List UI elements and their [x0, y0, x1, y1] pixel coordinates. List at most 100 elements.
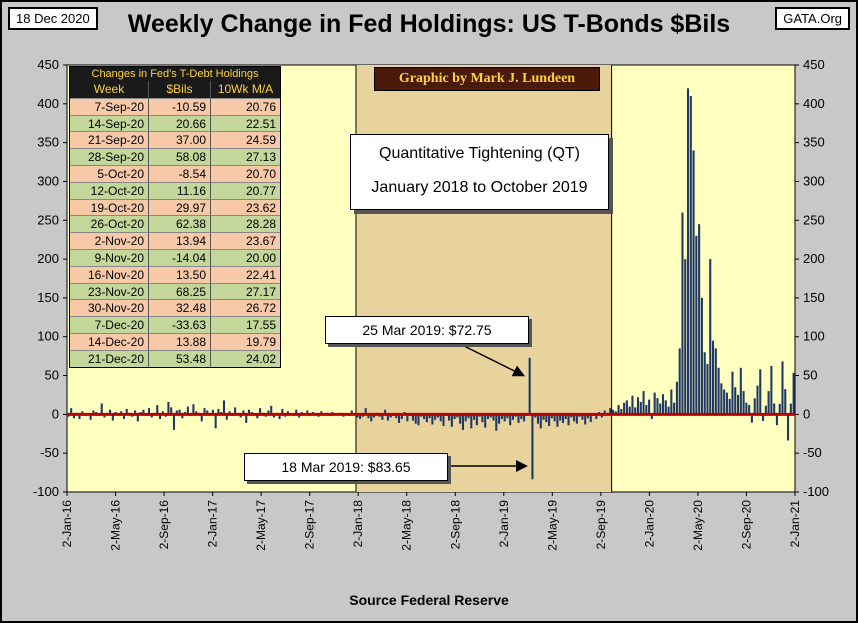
bar: [467, 414, 470, 419]
table-cell-ma: 26.72: [211, 299, 280, 316]
bar: [536, 414, 540, 424]
y-tick-label-right: 300: [803, 173, 825, 188]
bar: [89, 414, 92, 420]
bar: [225, 414, 228, 420]
bar: [628, 406, 631, 415]
bar: [720, 383, 723, 415]
bar: [489, 414, 492, 418]
bar: [222, 400, 226, 415]
bar: [620, 408, 623, 415]
bar: [753, 398, 756, 415]
y-tick-label-left: 300: [37, 173, 59, 188]
bar: [295, 409, 298, 415]
table-cell-bils: -14.04: [149, 248, 211, 266]
x-tick-label: 2-Sep-16: [157, 500, 171, 550]
table-row: 14-Dec-20 13.88 19.79: [70, 332, 280, 350]
x-tick-label: 2-Sep-20: [739, 500, 753, 550]
table-header-bils: $Bils: [149, 81, 211, 98]
bar: [553, 414, 556, 422]
bar: [434, 414, 437, 420]
table-cell-week: 7-Sep-20: [70, 97, 149, 115]
bar: [178, 409, 181, 415]
credit-label: Graphic by Mark J. Lundeen: [374, 67, 600, 91]
bar: [561, 414, 565, 423]
bar: [239, 414, 242, 418]
bar: [542, 414, 545, 420]
table-cell-week: 5-Oct-20: [70, 164, 149, 182]
bar: [286, 411, 289, 415]
table-cell-bils: 13.88: [149, 332, 211, 350]
bar: [486, 414, 490, 420]
bar: [92, 410, 95, 415]
bar: [603, 410, 606, 415]
qt-annotation: Quantitative Tightening (QT) January 201…: [350, 134, 609, 210]
table-cell-week: 23-Nov-20: [70, 282, 149, 300]
bar: [659, 403, 662, 415]
bar: [656, 398, 659, 415]
bar: [372, 414, 376, 418]
bar: [473, 414, 476, 420]
table-row: 19-Oct-20 29.97 23.62: [70, 198, 280, 216]
table-cell-week: 7-Dec-20: [70, 316, 149, 333]
bar: [72, 414, 75, 419]
bar: [159, 414, 162, 420]
bar: [256, 414, 259, 419]
table-cell-ma: 22.51: [211, 114, 280, 132]
bar: [728, 398, 731, 415]
bar: [600, 414, 603, 418]
bar: [709, 259, 712, 415]
x-tick-label: 2-Jan-16: [60, 500, 74, 548]
bar: [664, 400, 667, 415]
table-cell-ma: 17.55: [211, 316, 280, 333]
table-cell-bils: -33.63: [149, 316, 211, 333]
table-cell-ma: 28.28: [211, 215, 280, 232]
table-cell-ma: 20.77: [211, 181, 280, 199]
bar: [689, 96, 692, 415]
bar: [242, 410, 245, 415]
arrow-to-mar25: [457, 342, 525, 377]
bar: [706, 363, 709, 415]
bar: [245, 414, 248, 423]
bar: [384, 409, 387, 415]
table-cell-week: 21-Sep-20: [70, 131, 149, 149]
bar: [297, 414, 301, 418]
bar: [186, 406, 189, 415]
bar: [745, 402, 748, 415]
bar: [711, 340, 715, 415]
bar: [356, 414, 359, 418]
bar: [172, 414, 176, 430]
y-tick-label-right: -100: [803, 484, 829, 499]
bar: [523, 414, 526, 422]
bar: [492, 414, 495, 421]
bar: [170, 407, 173, 415]
x-tick-label: 2-May-17: [254, 500, 268, 551]
bar: [611, 409, 615, 415]
bar: [511, 414, 515, 420]
callout-mar18: 18 Mar 2019: $83.65: [244, 453, 448, 481]
bar: [778, 403, 781, 415]
table-cell-bils: 20.66: [149, 114, 211, 132]
table-cell-bils: 37.00: [149, 131, 211, 149]
bar: [395, 414, 398, 419]
bar: [381, 414, 384, 420]
x-tick-label: 2-Sep-18: [448, 500, 462, 550]
bar: [770, 365, 773, 415]
bar: [192, 404, 195, 415]
table-cell-bils: 13.50: [149, 265, 211, 283]
bar: [267, 410, 270, 415]
bar: [100, 403, 103, 415]
qt-line-2: January 2018 to October 2019: [371, 179, 588, 196]
y-tick-label-left: 100: [37, 329, 59, 344]
bar: [609, 408, 612, 415]
table-row: 14-Sep-20 20.66 22.51: [70, 114, 280, 132]
y-tick-label-left: 250: [37, 212, 59, 227]
table-cell-week: 19-Oct-20: [70, 198, 149, 216]
bar: [648, 399, 651, 415]
bar: [556, 414, 559, 427]
table-cell-bils: 32.48: [149, 299, 211, 317]
bar: [773, 403, 776, 415]
bar: [748, 405, 751, 415]
bar: [320, 411, 323, 415]
bar: [111, 414, 114, 421]
bar: [762, 414, 765, 421]
